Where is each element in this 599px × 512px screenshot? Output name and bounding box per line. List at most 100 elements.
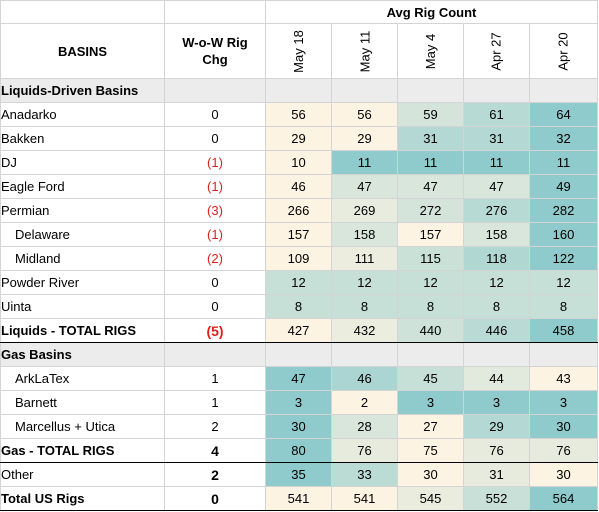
rig-count-cell: 46 <box>331 366 398 391</box>
rig-count-cell: 432 <box>331 318 398 343</box>
table-row: Delaware (1) 157 158 157 158 160 <box>0 222 598 247</box>
wow-change-value: 0 <box>164 126 266 151</box>
corner-cell <box>164 0 266 24</box>
week-label: Apr 20 <box>556 31 571 71</box>
rig-count-cell: 47 <box>397 174 464 199</box>
table-row: Liquids - TOTAL RIGS (5) 427 432 440 446 458 <box>0 318 598 343</box>
rig-count-cell: 282 <box>529 198 598 223</box>
wow-change-header-line2: Chg <box>202 52 228 67</box>
basin-name: Marcellus + Utica <box>0 414 165 439</box>
corner-cell <box>0 0 165 24</box>
week-label: Apr 27 <box>489 31 504 71</box>
section-title: Gas Basins <box>0 342 165 367</box>
rig-count-cell: 12 <box>529 270 598 295</box>
rig-count-cell: 80 <box>265 438 332 463</box>
week-label: May 18 <box>290 29 306 73</box>
basin-name: ArkLaTex <box>0 366 165 391</box>
section-header-row: Liquids-Driven Basins <box>0 78 598 103</box>
wow-change-value: 4 <box>164 438 266 463</box>
rig-count-cell: 49 <box>529 174 598 199</box>
rig-count-cell: 44 <box>463 366 530 391</box>
section-fill <box>397 78 464 103</box>
rig-count-cell: 157 <box>397 222 464 247</box>
section-fill <box>164 342 266 367</box>
rig-count-cell: 458 <box>529 318 598 343</box>
section-fill <box>331 342 398 367</box>
basin-name: Anadarko <box>0 102 165 127</box>
rig-count-cell: 111 <box>331 246 398 271</box>
rig-count-cell: 564 <box>529 486 598 511</box>
wow-change-value: 0 <box>164 102 266 127</box>
table-row: Bakken 0 29 29 31 31 32 <box>0 126 598 151</box>
wow-change-value: (1) <box>164 222 266 247</box>
rig-count-cell: 115 <box>397 246 464 271</box>
rig-count-cell: 122 <box>529 246 598 271</box>
rig-count-cell: 59 <box>397 102 464 127</box>
section-fill <box>265 78 332 103</box>
rig-count-cell: 76 <box>331 438 398 463</box>
week-column-header: May 11 <box>331 23 398 79</box>
rig-count-cell: 541 <box>265 486 332 511</box>
rig-count-cell: 47 <box>265 366 332 391</box>
rig-count-cell: 8 <box>529 294 598 319</box>
rig-count-cell: 76 <box>529 438 598 463</box>
rig-count-cell: 56 <box>331 102 398 127</box>
table-row: Other 2 35 33 30 31 30 <box>0 462 598 487</box>
rig-count-cell: 8 <box>397 294 464 319</box>
rig-count-cell: 31 <box>463 126 530 151</box>
wow-change-value: 1 <box>164 366 266 391</box>
wow-change-value: 1 <box>164 390 266 415</box>
wow-change-value: 0 <box>164 294 266 319</box>
rig-count-cell: 46 <box>265 174 332 199</box>
rig-count-cell: 8 <box>463 294 530 319</box>
basin-name: Bakken <box>0 126 165 151</box>
rig-count-cell: 30 <box>265 414 332 439</box>
section-title: Liquids-Driven Basins <box>0 78 165 103</box>
rig-count-cell: 47 <box>463 174 530 199</box>
rig-count-cell: 27 <box>397 414 464 439</box>
rig-count-cell: 12 <box>265 270 332 295</box>
wow-change-value: 2 <box>164 462 266 487</box>
table-row: Midland (2) 109 111 115 118 122 <box>0 246 598 271</box>
wow-change-value: 2 <box>164 414 266 439</box>
table-row: Eagle Ford (1) 46 47 47 47 49 <box>0 174 598 199</box>
avg-rig-count-title: Avg Rig Count <box>265 0 598 24</box>
rig-count-cell: 12 <box>463 270 530 295</box>
basin-name: Total US Rigs <box>0 486 165 511</box>
rig-count-cell: 2 <box>331 390 398 415</box>
rig-count-cell: 30 <box>397 462 464 487</box>
week-label: May 4 <box>423 33 438 69</box>
rig-count-cell: 10 <box>265 150 332 175</box>
wow-change-header-line1: W-o-W Rig <box>182 35 248 50</box>
basin-name: DJ <box>0 150 165 175</box>
rig-count-cell: 11 <box>463 150 530 175</box>
week-column-header: May 18 <box>265 23 332 79</box>
section-fill <box>529 78 598 103</box>
basin-name: Eagle Ford <box>0 174 165 199</box>
rig-count-cell: 47 <box>331 174 398 199</box>
rig-count-cell: 3 <box>529 390 598 415</box>
section-header-row: Gas Basins <box>0 342 598 367</box>
rig-count-cell: 545 <box>397 486 464 511</box>
wow-change-column-header: W-o-W Rig Chg <box>164 23 266 79</box>
basin-name: Delaware <box>0 222 165 247</box>
rig-count-cell: 33 <box>331 462 398 487</box>
rig-count-cell: 29 <box>463 414 530 439</box>
wow-change-value: (5) <box>164 318 266 343</box>
table-row: Gas - TOTAL RIGS 4 80 76 75 76 76 <box>0 438 598 463</box>
rig-count-cell: 30 <box>529 462 598 487</box>
table-row: Uinta 0 8 8 8 8 8 <box>0 294 598 319</box>
table-row: Marcellus + Utica 2 30 28 27 29 30 <box>0 414 598 439</box>
rig-count-cell: 266 <box>265 198 332 223</box>
basin-name: Permian <box>0 198 165 223</box>
rig-count-cell: 45 <box>397 366 464 391</box>
rig-count-cell: 272 <box>397 198 464 223</box>
rig-count-cell: 11 <box>397 150 464 175</box>
week-column-header: May 4 <box>397 23 464 79</box>
rig-count-cell: 552 <box>463 486 530 511</box>
basin-name: Uinta <box>0 294 165 319</box>
rig-count-cell: 11 <box>529 150 598 175</box>
rig-count-cell: 427 <box>265 318 332 343</box>
rig-count-cell: 29 <box>265 126 332 151</box>
